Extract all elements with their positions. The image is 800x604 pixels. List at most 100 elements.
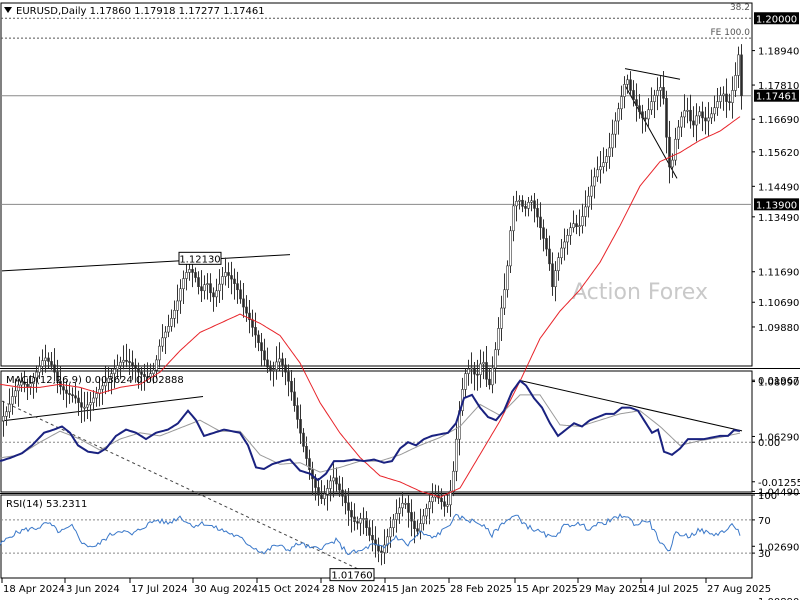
candle-body [17, 384, 20, 392]
candle-body [332, 477, 335, 482]
fib-382-label: 38.2 [730, 3, 750, 13]
candle-body [191, 269, 194, 273]
candle-body [335, 477, 338, 485]
x-tick-label: 15 Jan 2025 [386, 584, 446, 595]
candle-body [374, 539, 377, 546]
candle-body [260, 342, 263, 352]
candle-body [233, 278, 236, 284]
candle-body [503, 289, 506, 309]
candle-body [473, 367, 476, 375]
candle-body [596, 169, 599, 178]
macd-trendline [519, 379, 743, 432]
price-tick-label: 1.08090 [758, 378, 799, 389]
candle-body [209, 283, 212, 294]
candle-body [578, 225, 581, 227]
candle-body [632, 90, 635, 100]
candle-body [389, 527, 392, 538]
candle-body [641, 111, 644, 119]
candle-body [314, 478, 317, 488]
candle-body [305, 446, 308, 459]
candle-body [302, 432, 305, 447]
candle-body [515, 200, 518, 207]
candle-body [245, 306, 248, 314]
candle-body [308, 458, 311, 471]
candle-body [524, 206, 527, 209]
candle-body [395, 513, 398, 520]
candle-body [617, 108, 620, 122]
candle-body [299, 419, 302, 434]
candle-body [713, 107, 716, 115]
annotation-high-label: 1.12130 [179, 254, 220, 265]
candle-body [566, 235, 569, 243]
candle-body [383, 544, 386, 553]
candle-body [545, 238, 548, 250]
candle-body [407, 502, 410, 513]
candle-body [647, 109, 650, 120]
x-tick-label: 28 Feb 2025 [450, 584, 512, 595]
candle-body [26, 384, 29, 387]
candle-body [527, 201, 530, 209]
dashed-support-line [1, 400, 371, 576]
candle-body [560, 247, 563, 259]
candle-body [542, 227, 545, 239]
candle-body [146, 376, 149, 378]
candle-body [737, 54, 740, 76]
candle-body [113, 368, 116, 374]
candle-body [134, 364, 137, 369]
candle-body [179, 288, 182, 302]
candle-body [416, 528, 419, 532]
candle-body [131, 362, 134, 366]
macd-tick-label: 0.019679 [758, 376, 800, 387]
price-panel-frame [0, 2, 753, 367]
candle-body [680, 116, 683, 128]
price-tag [754, 198, 799, 211]
candle-body [572, 223, 575, 229]
candle-body [221, 276, 224, 285]
candle-body [104, 382, 107, 387]
candle-body [710, 113, 713, 119]
candle-body [155, 359, 158, 371]
x-tick-label: 17 Jul 2024 [131, 584, 188, 595]
collapse-arrow-icon[interactable] [4, 7, 12, 13]
candle-body [386, 536, 389, 546]
candle-body [509, 230, 512, 267]
x-tick-label: 29 May 2025 [579, 584, 644, 595]
candle-body [74, 395, 77, 399]
candle-body [644, 117, 647, 120]
candle-body [500, 307, 503, 329]
candle-body [32, 377, 35, 384]
candle-body [263, 350, 266, 361]
candle-body [119, 361, 122, 366]
candle-body [224, 272, 227, 277]
candle-body [584, 206, 587, 217]
candle-body [8, 403, 11, 413]
candle-body [236, 283, 239, 291]
candle-body [197, 277, 200, 287]
candle-body [506, 265, 509, 291]
candle-body [89, 402, 92, 406]
candle-body [23, 381, 26, 385]
candle-body [443, 501, 446, 507]
candle-body [125, 359, 128, 362]
candle-body [167, 326, 170, 333]
price-tick-label: 1.09880 [758, 323, 799, 334]
x-tick-label: 28 Nov 2024 [322, 584, 386, 595]
price-tag-label: 1.13900 [756, 200, 797, 211]
candle-body [671, 159, 674, 168]
candle-body [185, 272, 188, 279]
candle-body [338, 483, 341, 491]
price-tag [754, 12, 799, 25]
candle-body [71, 394, 74, 397]
candle-body [692, 120, 695, 126]
candle-body [638, 105, 641, 113]
candle-body [269, 366, 272, 371]
candle-body [143, 374, 146, 377]
candle-body [686, 109, 689, 112]
candle-body [677, 126, 680, 140]
candle-body [668, 136, 671, 168]
candle-body [419, 523, 422, 532]
candle-body [377, 544, 380, 552]
candle-body [35, 371, 38, 379]
candle-body [368, 527, 371, 536]
candle-body [140, 371, 143, 375]
